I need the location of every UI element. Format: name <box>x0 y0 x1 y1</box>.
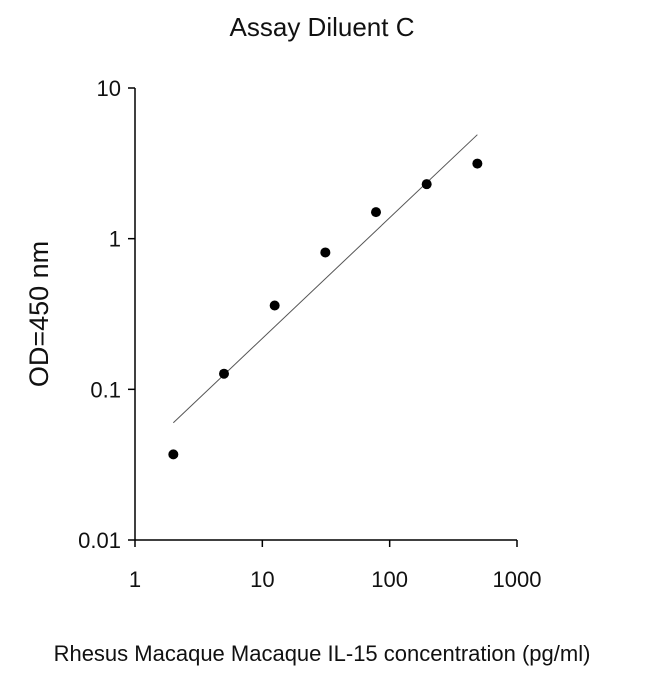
data-point <box>421 179 432 190</box>
axis-ticks: 1 10 100 1000 10 1 0.1 0.01 <box>78 76 541 592</box>
data-point <box>219 368 230 379</box>
y-tick-label: 10 <box>97 76 121 101</box>
y-tick-label: 0.1 <box>90 377 121 402</box>
data-point <box>320 247 331 258</box>
fit-line <box>172 134 478 424</box>
x-tick-label: 10 <box>250 567 274 592</box>
data-point <box>168 449 179 460</box>
plot-axes <box>134 88 517 541</box>
y-tick-label: 0.01 <box>78 528 121 553</box>
data-point <box>269 300 280 311</box>
y-tick-label: 1 <box>109 227 121 252</box>
chart-title: Assay Diluent C <box>230 12 415 42</box>
fit-line-group <box>172 134 478 424</box>
data-point <box>472 158 483 169</box>
y-axis-label: OD=450 nm <box>24 241 54 387</box>
x-tick-label: 100 <box>371 567 408 592</box>
data-point <box>370 207 381 218</box>
data-points <box>168 158 483 460</box>
x-tick-label: 1 <box>129 567 141 592</box>
x-axis-label: Rhesus Macaque Macaque IL-15 concentrati… <box>54 641 591 666</box>
x-tick-label: 1000 <box>493 567 542 592</box>
